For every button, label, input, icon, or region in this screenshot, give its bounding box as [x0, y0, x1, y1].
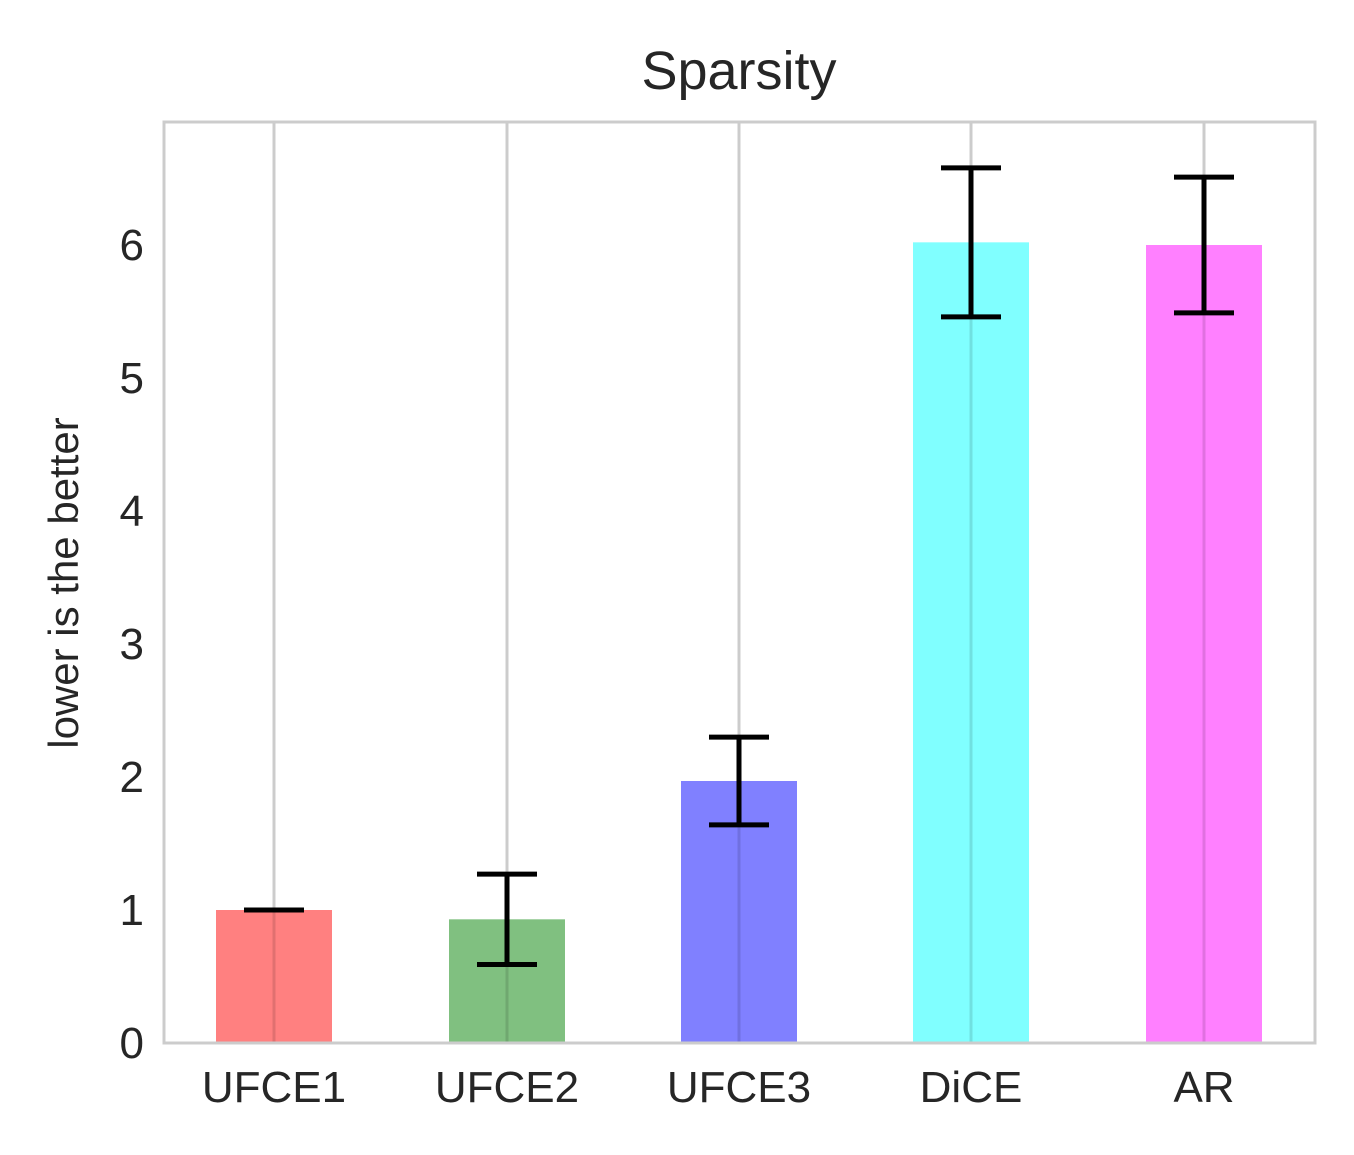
- y-tick-label: 1: [120, 886, 144, 935]
- y-tick-label: 4: [120, 487, 144, 536]
- bar-ar: [1146, 245, 1262, 1043]
- plot-frame: [162, 120, 1317, 1045]
- bar-ufce1: [216, 910, 332, 1043]
- y-tick-label: 5: [120, 354, 144, 403]
- x-tick-labels: UFCE1 UFCE2 UFCE3 DiCE AR: [202, 1063, 1235, 1112]
- y-axis-label: lower is the better: [40, 417, 87, 749]
- y-tick-label: 0: [120, 1019, 144, 1068]
- y-tick-label: 3: [120, 620, 144, 669]
- x-tick-label-dice: DiCE: [920, 1063, 1023, 1112]
- chart-title: Sparsity: [641, 41, 836, 101]
- x-tick-label-ufce1: UFCE1: [202, 1063, 346, 1112]
- error-bars: [244, 165, 1234, 968]
- x-tick-label-ufce3: UFCE3: [667, 1063, 811, 1112]
- bars: [216, 242, 1262, 1044]
- x-tick-label-ar: AR: [1173, 1063, 1234, 1112]
- bar-dice: [913, 242, 1029, 1044]
- y-tick-label: 2: [120, 753, 144, 802]
- y-tick-labels: 0 1 2 3 4 5 6: [120, 221, 144, 1068]
- y-tick-label: 6: [120, 221, 144, 270]
- grid-lines-overlay: [272, 242, 1206, 1043]
- x-tick-label-ufce2: UFCE2: [435, 1063, 579, 1112]
